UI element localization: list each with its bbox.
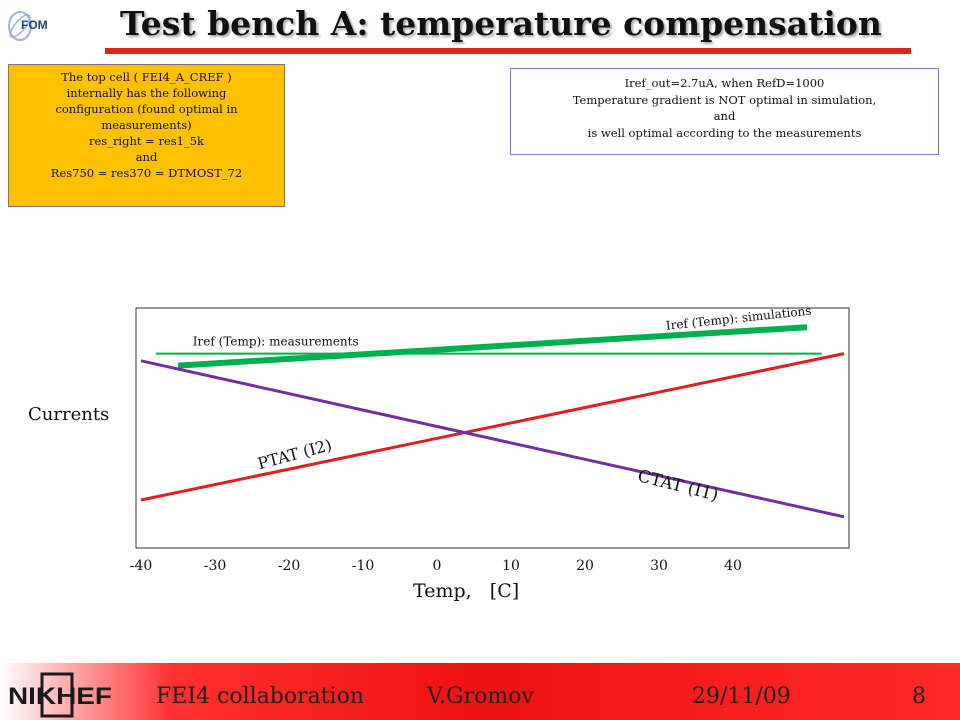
config-note-line: and bbox=[135, 150, 158, 164]
x-tick-label: 30 bbox=[650, 558, 668, 574]
footer-collaboration: FEI4 collaboration bbox=[156, 684, 365, 709]
result-note: Iref_out=2.7uA, when RefD=1000 Temperatu… bbox=[510, 68, 939, 155]
config-note-line: res_right = res1_5k bbox=[88, 134, 205, 148]
title-underline bbox=[105, 48, 911, 54]
nikhef-logo: NIKHEF bbox=[8, 672, 112, 718]
config-note-line: The top cell ( FEI4_A_CREF ) bbox=[61, 70, 232, 84]
config-note: The top cell ( FEI4_A_CREF ) internally … bbox=[8, 64, 285, 207]
x-tick-label: -20 bbox=[278, 558, 301, 574]
footer-bar bbox=[0, 663, 960, 720]
x-axis-label: Temp, [C] bbox=[413, 580, 520, 602]
fom-logo-text: FOM bbox=[21, 18, 48, 32]
footer-date: 29/11/09 bbox=[692, 684, 791, 709]
series-line-2 bbox=[140, 352, 845, 502]
footer-author: V.Gromov bbox=[427, 684, 534, 709]
config-note-line: configuration (found optimal in bbox=[55, 102, 238, 116]
series-line-3 bbox=[140, 359, 845, 519]
series-line-1 bbox=[177, 324, 808, 369]
config-note-line: measurements) bbox=[101, 118, 192, 132]
config-note-line: internally has the following bbox=[66, 86, 227, 100]
nikhef-logo-text: NIKHEF bbox=[8, 683, 112, 710]
result-note-line: is well optimal according to the measure… bbox=[587, 125, 862, 140]
result-note-line: and bbox=[713, 109, 736, 123]
x-tick-labels: -40 -30 -20 -10 0 10 20 30 40 bbox=[130, 558, 742, 574]
x-tick-label: -30 bbox=[204, 558, 227, 574]
y-axis-label: Currents bbox=[28, 404, 110, 425]
x-tick-label: 20 bbox=[576, 558, 594, 574]
series-label-0: Iref (Temp): measurements bbox=[193, 335, 359, 349]
x-tick-label: 40 bbox=[724, 558, 742, 574]
x-tick-label: -10 bbox=[352, 558, 375, 574]
x-tick-label: 0 bbox=[433, 558, 442, 574]
result-note-line: Iref_out=2.7uA, when RefD=1000 bbox=[624, 76, 825, 90]
x-tick-label: 10 bbox=[502, 558, 520, 574]
fom-logo: FOM bbox=[8, 11, 48, 41]
config-note-line: Res750 = res370 = DTMOST_72 bbox=[50, 166, 243, 180]
page-title: Test bench A: temperature compensation bbox=[120, 4, 882, 43]
result-note-line: Temperature gradient is NOT optimal in s… bbox=[572, 92, 877, 107]
x-tick-label: -40 bbox=[130, 558, 153, 574]
series-layer bbox=[140, 324, 845, 519]
footer-page-number: 8 bbox=[912, 684, 926, 709]
